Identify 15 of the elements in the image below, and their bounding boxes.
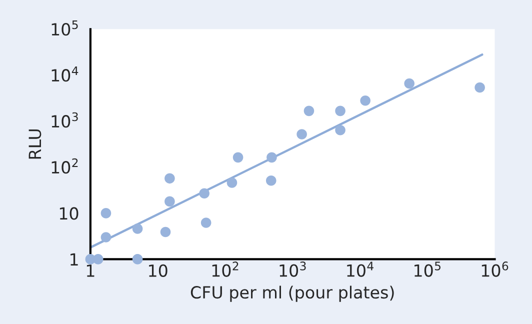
x-tick-label: 1 xyxy=(86,264,94,277)
x-axis-title: CFU per ml (pour plates) xyxy=(190,286,394,302)
y-axis-title: RLU xyxy=(28,130,42,159)
y-tick-label: 10$^{4}$ xyxy=(52,66,78,82)
y-tick-label: 10$^{5}$ xyxy=(52,20,78,36)
y-tick-label: 10 xyxy=(60,207,78,220)
x-tick-label: 10 xyxy=(149,264,168,277)
x-tick-label: 10$^{3}$ xyxy=(280,262,306,277)
x-tick-label: 10$^{4}$ xyxy=(347,262,374,277)
y-tick-label: 1 xyxy=(70,253,78,266)
x-tick-label: 10$^{5}$ xyxy=(414,262,440,277)
x-tick-label: 10$^{6}$ xyxy=(482,262,508,277)
x-tick-label: 10$^{2}$ xyxy=(212,262,238,277)
y-tick-label: 10$^{3}$ xyxy=(52,112,78,128)
y-tick-label: 10$^{2}$ xyxy=(52,158,78,174)
